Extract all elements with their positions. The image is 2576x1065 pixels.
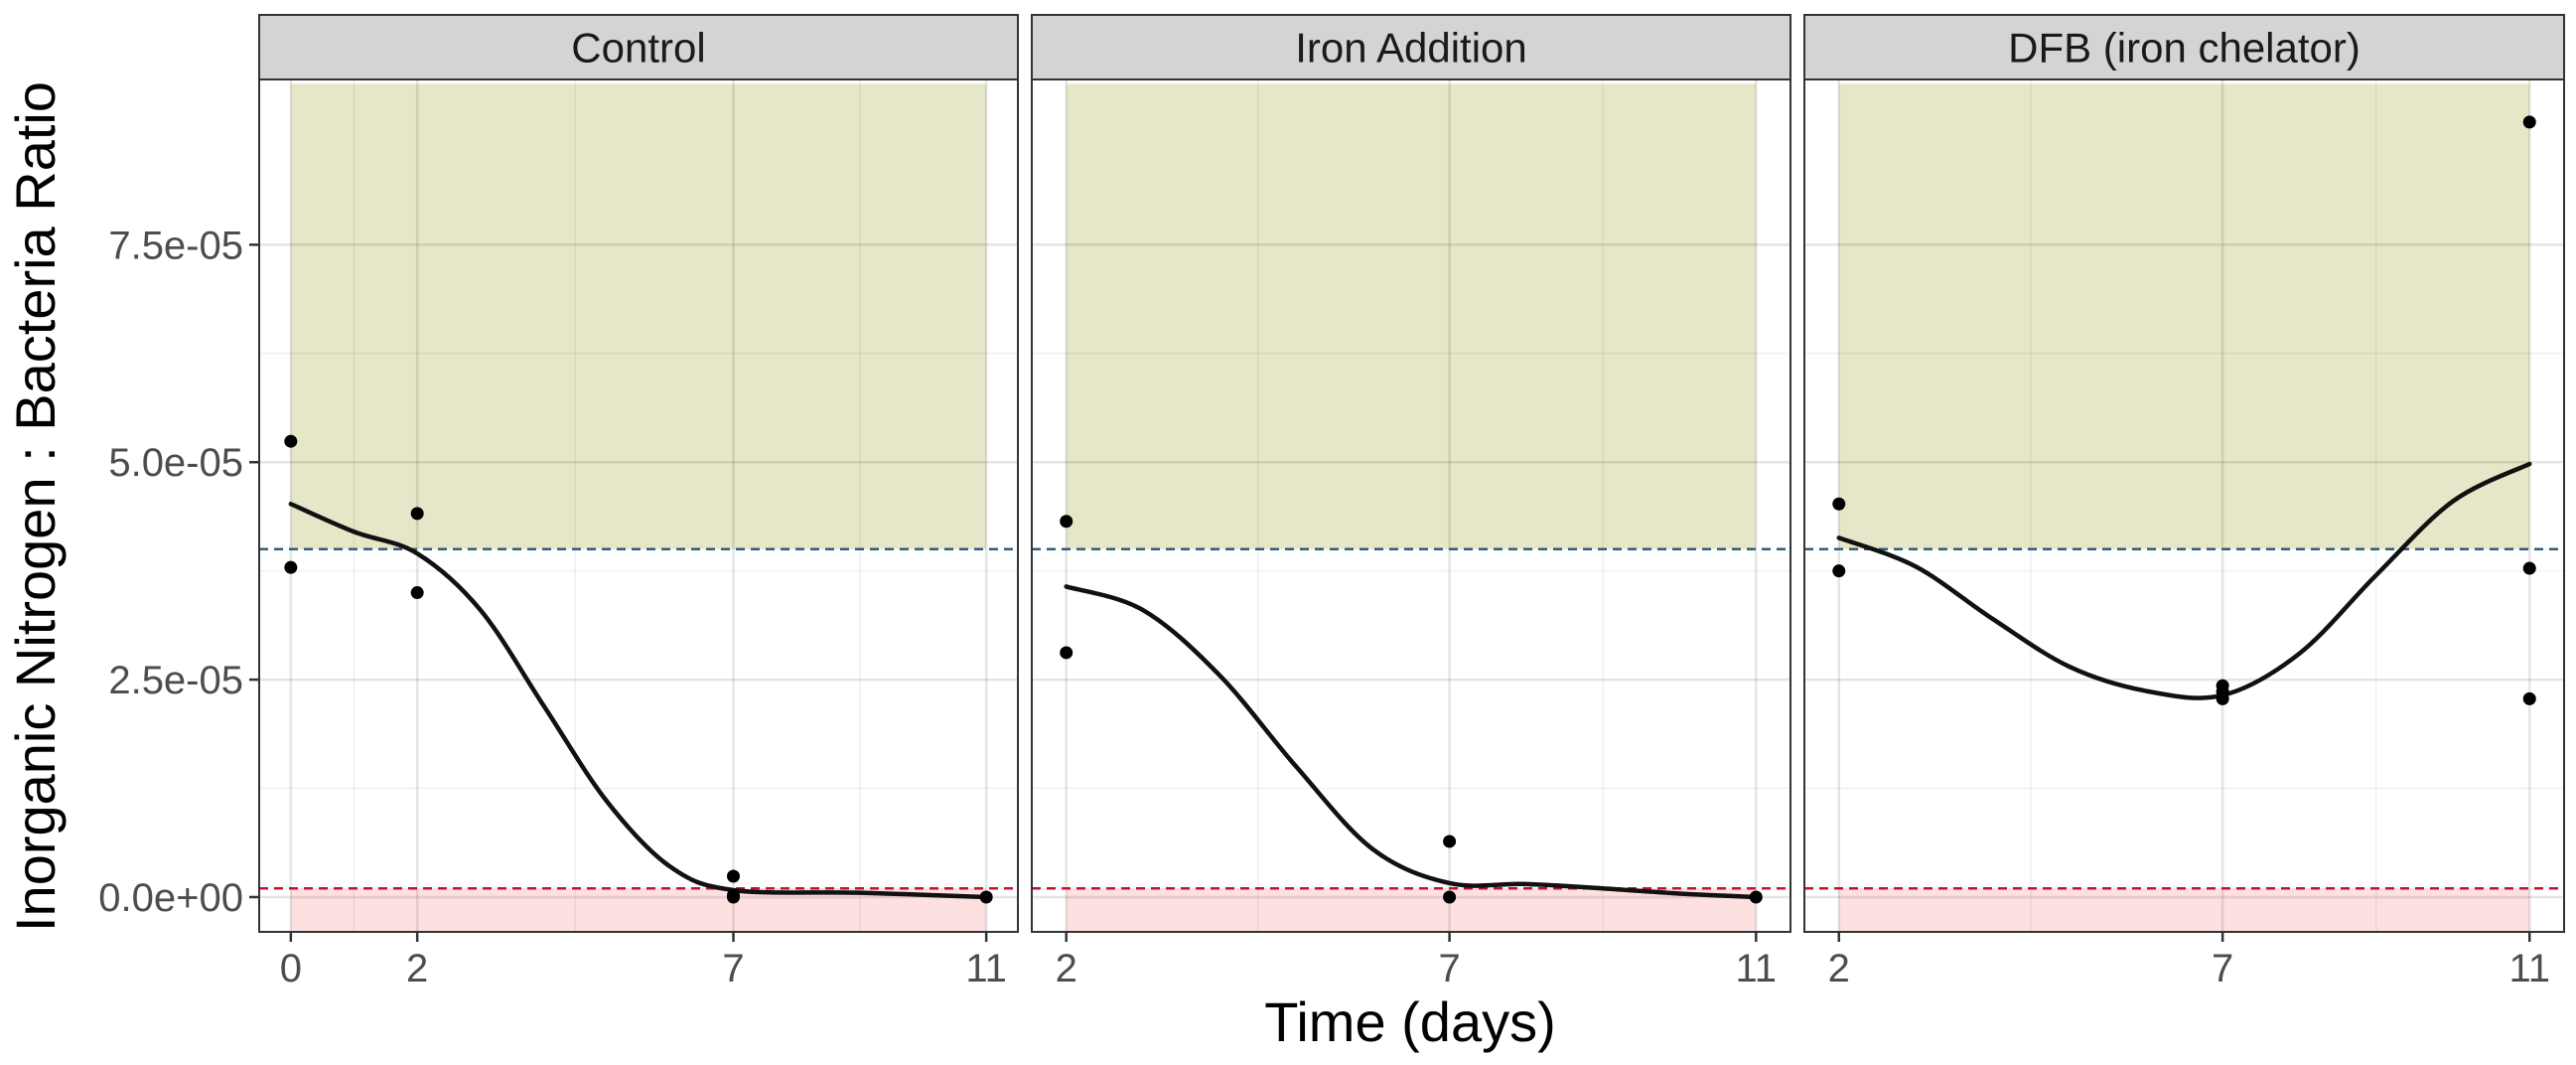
- upper-threshold-band: [1838, 83, 2530, 549]
- facet-strip: [258, 14, 1019, 80]
- data-point: [410, 586, 424, 600]
- y-tick-label: 7.5e-05: [108, 224, 243, 267]
- y-axis-title: Inorganic Nitrogen : Bacteria Ratio: [4, 81, 67, 932]
- facet-strip: [1803, 14, 2565, 80]
- x-tick-label: 7: [722, 947, 744, 990]
- data-point: [727, 869, 740, 883]
- smooth-trend-line: [288, 501, 989, 900]
- facet-strip: [1031, 14, 1791, 80]
- data-point: [1060, 646, 1073, 660]
- x-tick-label: 11: [2508, 947, 2550, 990]
- x-tick-label: 7: [2212, 947, 2233, 990]
- data-point: [284, 560, 298, 574]
- lower-threshold-band: [1838, 888, 2530, 932]
- facet-panel: Iron Addition 2 7 11: [1031, 14, 1791, 990]
- upper-threshold-band: [290, 83, 987, 549]
- y-axis: 0.0e+00 2.5e-05 5.0e-05 7.5e-05: [98, 224, 259, 920]
- x-tick-label: 2: [1056, 947, 1077, 990]
- x-tick-label: 11: [965, 947, 1007, 990]
- x-tick-label: 2: [1828, 947, 1850, 990]
- y-tick-label: 2.5e-05: [108, 659, 243, 702]
- facet-panel: DFB (iron chelator) 2 7 11: [1803, 14, 2565, 990]
- x-axis-title: Time (days): [1264, 990, 1556, 1053]
- facet-strip-label: Iron Addition: [1295, 25, 1527, 72]
- x-tick-label: 7: [1438, 947, 1460, 990]
- y-tick-label: 5.0e-05: [108, 441, 243, 485]
- upper-threshold-band: [1066, 83, 1757, 549]
- data-point: [2216, 691, 2229, 705]
- data-point: [2522, 115, 2536, 129]
- x-tick-label: 0: [280, 947, 302, 990]
- x-tick-label: 11: [1736, 947, 1778, 990]
- smooth-trend-line: [1836, 461, 2532, 700]
- data-point: [1832, 497, 1846, 511]
- data-point: [1443, 835, 1457, 848]
- lower-threshold-band: [1066, 888, 1757, 932]
- data-point: [1060, 515, 1073, 529]
- data-point: [979, 890, 993, 904]
- facet-strip-label: Control: [571, 25, 705, 72]
- y-tick-label: 0.0e+00: [98, 876, 243, 920]
- data-point: [2522, 561, 2536, 575]
- data-point: [284, 434, 298, 448]
- data-point: [2522, 691, 2536, 705]
- facet-panel: Control 0 2 7 11: [258, 14, 1019, 990]
- lower-threshold-band: [290, 888, 987, 932]
- data-point: [410, 507, 424, 521]
- data-point: [1832, 564, 1846, 578]
- data-point: [1749, 890, 1763, 904]
- x-tick-label: 2: [406, 947, 428, 990]
- data-point: [1443, 890, 1457, 904]
- data-point: [727, 890, 740, 904]
- smooth-trend-line: [1064, 584, 1759, 900]
- facet-strip-label: DFB (iron chelator): [2008, 25, 2361, 72]
